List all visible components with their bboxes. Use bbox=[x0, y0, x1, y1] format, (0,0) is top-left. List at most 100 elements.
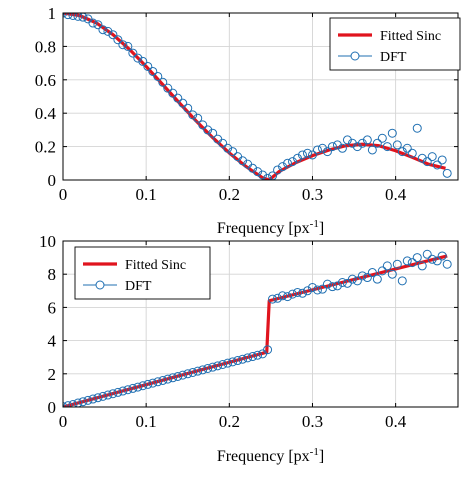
chart-panel-2: 0 0.1 0.2 0.3 0.4 0 2 4 6 8 10 Frequency [px-1] Fitt… bbox=[39, 232, 459, 465]
data-point-dft bbox=[163, 83, 173, 93]
y-tick-label: 4 bbox=[48, 332, 57, 351]
data-point-dft bbox=[253, 167, 263, 177]
x-tick-label: 0.4 bbox=[385, 412, 407, 431]
y-tick-label: 6 bbox=[48, 298, 57, 317]
x-axis-label-main: Frequency [px bbox=[217, 448, 310, 465]
data-point-dft bbox=[78, 397, 88, 407]
data-point-dft bbox=[412, 123, 422, 133]
x-axis-label: Frequency [px-1] bbox=[217, 446, 324, 465]
data-point-dft bbox=[392, 259, 402, 269]
data-point-dft bbox=[268, 294, 278, 304]
data-point-dft bbox=[337, 143, 347, 153]
data-point-dft bbox=[123, 385, 133, 395]
data-point-dft bbox=[273, 165, 283, 175]
data-point-dft bbox=[68, 400, 78, 407]
data-point-dft bbox=[193, 366, 203, 376]
data-point-dft bbox=[417, 153, 427, 163]
series-line-fitted-sinc bbox=[63, 13, 446, 180]
data-point-dft bbox=[342, 135, 352, 145]
data-point-dft bbox=[218, 138, 228, 148]
data-point-dft bbox=[322, 279, 332, 289]
x-tick-label: 0.1 bbox=[136, 185, 157, 204]
data-point-dft bbox=[73, 13, 83, 21]
data-point-dft bbox=[432, 256, 442, 266]
x-axis-label-suffix: ] bbox=[319, 220, 324, 237]
data-point-dft bbox=[228, 357, 238, 367]
data-point-dft bbox=[302, 148, 312, 158]
data-point-dft bbox=[193, 113, 203, 123]
y-tick-label: 8 bbox=[48, 265, 57, 284]
legend: Fitted Sinc DFT bbox=[74, 246, 211, 300]
data-point-dft bbox=[98, 391, 108, 401]
data-point-dft bbox=[188, 367, 198, 377]
data-point-dft bbox=[302, 286, 312, 296]
data-point-dft bbox=[427, 254, 437, 264]
data-point-dft bbox=[183, 369, 193, 379]
y-tick-label: 1 bbox=[48, 4, 57, 23]
data-point-dft bbox=[168, 88, 178, 98]
data-point-dft bbox=[148, 66, 158, 76]
x-tick-label: 0.3 bbox=[302, 185, 323, 204]
data-point-dft bbox=[387, 269, 397, 279]
data-point-dft bbox=[133, 382, 143, 392]
data-point-dft bbox=[68, 13, 78, 20]
data-point-dft bbox=[238, 156, 248, 166]
data-point-dft bbox=[377, 133, 387, 143]
data-point-dft bbox=[178, 98, 188, 108]
data-point-dft bbox=[442, 168, 452, 178]
data-point-dft bbox=[397, 276, 407, 286]
data-point-dft bbox=[362, 273, 372, 283]
data-point-dft bbox=[143, 379, 153, 389]
data-point-dft bbox=[248, 352, 258, 362]
legend-label-fitted-sinc: Fitted Sinc bbox=[125, 258, 186, 273]
data-point-dft bbox=[382, 261, 392, 271]
data-point-dft bbox=[377, 266, 387, 276]
data-point-dft bbox=[113, 387, 123, 397]
data-point-dft bbox=[88, 394, 98, 404]
data-point-dft bbox=[203, 363, 213, 373]
data-point-dft bbox=[297, 150, 307, 160]
x-tick-label: 0.3 bbox=[302, 412, 323, 431]
data-point-dft bbox=[223, 143, 233, 153]
data-point-dft bbox=[163, 374, 173, 384]
data-point-dft bbox=[88, 18, 98, 28]
data-point-dft bbox=[327, 142, 337, 152]
data-point-dft bbox=[367, 268, 377, 278]
data-point-dft bbox=[283, 292, 293, 302]
x-axis-label-superscript: -1 bbox=[310, 446, 319, 458]
data-point-dft bbox=[347, 274, 357, 284]
data-point-dft bbox=[437, 155, 447, 165]
data-point-dft bbox=[402, 256, 412, 266]
data-point-dft bbox=[437, 251, 447, 261]
data-point-dft bbox=[327, 282, 337, 292]
data-point-dft bbox=[293, 153, 303, 163]
y-tick-label: 0.2 bbox=[35, 138, 56, 157]
data-point-dft bbox=[138, 56, 148, 66]
axes-frame bbox=[62, 240, 459, 408]
data-point-dft bbox=[243, 353, 253, 363]
data-point-dft bbox=[138, 381, 148, 391]
data-point-dft bbox=[312, 285, 322, 295]
y-tick-label: 0.8 bbox=[35, 37, 56, 56]
series-markers-dft bbox=[63, 13, 452, 180]
x-tick-label: 0 bbox=[59, 412, 68, 431]
data-point-dft bbox=[103, 390, 113, 400]
data-point-dft bbox=[158, 375, 168, 385]
data-point-dft bbox=[208, 362, 218, 372]
data-point-dft bbox=[317, 284, 327, 294]
data-point-dft bbox=[73, 398, 83, 407]
data-point-dft bbox=[367, 145, 377, 155]
data-point-dft bbox=[248, 163, 258, 173]
y-tick-label: 0.6 bbox=[35, 71, 56, 90]
legend-box bbox=[329, 17, 461, 71]
data-point-dft bbox=[188, 110, 198, 120]
x-tick-label: 0.2 bbox=[219, 412, 240, 431]
data-point-dft bbox=[128, 48, 138, 58]
data-point-dft bbox=[83, 395, 93, 405]
axes-frame bbox=[62, 12, 459, 181]
y-tick-label: 0 bbox=[48, 171, 57, 190]
data-point-dft bbox=[258, 170, 268, 180]
data-point-dft bbox=[273, 293, 283, 303]
